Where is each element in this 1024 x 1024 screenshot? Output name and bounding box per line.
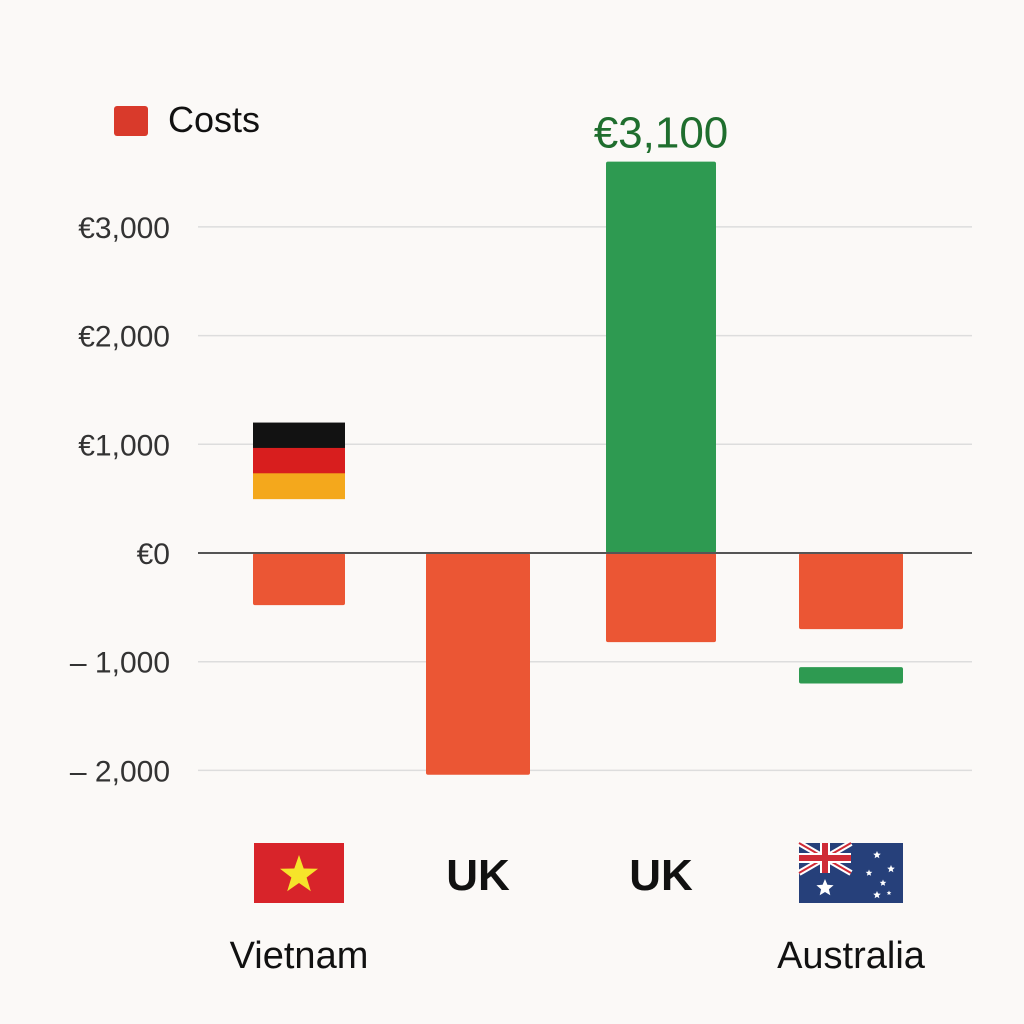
germany-flag-icon: [253, 422, 345, 500]
vietnam-flag-star: [280, 855, 318, 892]
germany-flag-stripe: [253, 422, 345, 449]
australia-flag-icon: [797, 840, 903, 903]
commonwealth-star: [816, 879, 834, 896]
data-label: €3,100: [594, 109, 729, 158]
legend-label-costs: Costs: [168, 99, 260, 140]
category-label: UK: [629, 851, 693, 900]
costs-bar: [799, 553, 903, 630]
small-green-bar: [799, 667, 903, 684]
legend-swatch-costs: [114, 106, 148, 136]
costs-bar: [606, 553, 716, 643]
germany-flag-stripe: [253, 473, 345, 500]
germany-flag-stripe: [253, 447, 345, 474]
southern-cross-star: [873, 851, 881, 859]
vietnam-flag-icon: [254, 843, 344, 903]
southern-cross-star: [873, 891, 881, 899]
southern-cross-star: [879, 879, 887, 886]
category-labels: Vietnam UK UK Australia: [230, 840, 926, 977]
costs-bar: [426, 553, 530, 775]
y-tick-label: – 1,000: [70, 647, 170, 680]
bars: [253, 161, 903, 775]
country-label: Australia: [777, 935, 926, 977]
y-tick-label: €1,000: [78, 429, 170, 462]
southern-cross-star: [887, 865, 895, 873]
y-tick-label: – 2,000: [70, 755, 170, 788]
y-tick-label: €2,000: [78, 321, 170, 354]
positive-bar: [606, 161, 716, 553]
y-axis-tick-labels: €3,000 €2,000 €1,000 €0 – 1,000 – 2,000: [70, 212, 170, 789]
y-tick-label: €0: [137, 538, 170, 571]
data-labels: €3,100: [594, 109, 729, 158]
southern-cross-star: [865, 869, 873, 876]
category-label: UK: [446, 851, 510, 900]
country-label: Vietnam: [230, 935, 369, 977]
costs-bar: [253, 553, 345, 606]
y-tick-label: €3,000: [78, 212, 170, 245]
southern-cross-star: [886, 890, 892, 895]
union-jack-cross-red: [799, 855, 851, 861]
legend: Costs: [114, 99, 260, 140]
